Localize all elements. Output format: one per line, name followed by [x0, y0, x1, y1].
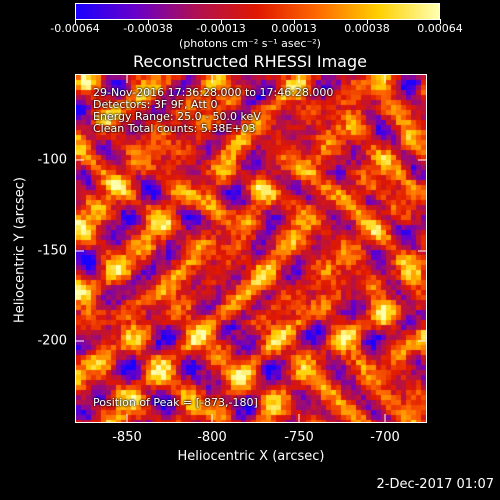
x-tick-label: -850: [112, 430, 142, 445]
annotation-energy-range: Energy Range: 25.0 - 50.0 keV: [93, 110, 261, 123]
colorbar-tick-label: -0.00013: [196, 22, 246, 35]
colorbar-tick: [147, 19, 149, 24]
x-axis-label: Heliocentric X (arcsec): [177, 449, 325, 464]
colorbar-tick: [366, 19, 368, 24]
colorbar-units: (photons cm⁻² s⁻¹ asec⁻²): [179, 37, 321, 50]
x-tick-label: -750: [284, 430, 314, 445]
plot-frame: [75, 74, 427, 423]
plot-title: Reconstructed RHESSI Image: [133, 52, 367, 71]
colorbar-tick-label: -0.00038: [123, 22, 173, 35]
annotation-clean-counts: Clean Total counts: 5.38E+03: [93, 122, 256, 135]
colorbar: [75, 3, 440, 20]
colorbar-tick-label: 0.00064: [417, 22, 463, 35]
colorbar-tick: [74, 19, 76, 24]
y-tick-label: -200: [37, 333, 67, 349]
colorbar-tick: [293, 19, 295, 24]
y-tick-label: -100: [37, 152, 67, 168]
rhessi-image-heatmap: [76, 75, 426, 422]
annotation-peak-position: Position of Peak = [-873,-180]: [93, 396, 258, 409]
annotation-detectors: Detectors: 3F 9F, Att 0: [93, 98, 218, 111]
colorbar-tick-label: 0.00038: [344, 22, 390, 35]
y-tick-label: -150: [37, 243, 67, 259]
x-tick-label: -800: [197, 430, 227, 445]
colorbar-tick: [220, 19, 222, 24]
plot-timestamp: 2-Dec-2017 01:07: [376, 477, 495, 492]
annotation-time-range: 29-Nov-2016 17:36:28.000 to 17:46:28.000: [93, 86, 334, 99]
x-tick-label: -700: [370, 430, 400, 445]
colorbar-tick-label: -0.00064: [50, 22, 100, 35]
colorbar-tick: [439, 19, 441, 24]
colorbar-tick-label: 0.00013: [271, 22, 317, 35]
y-axis-label: Heliocentric Y (arcsec): [12, 177, 28, 323]
